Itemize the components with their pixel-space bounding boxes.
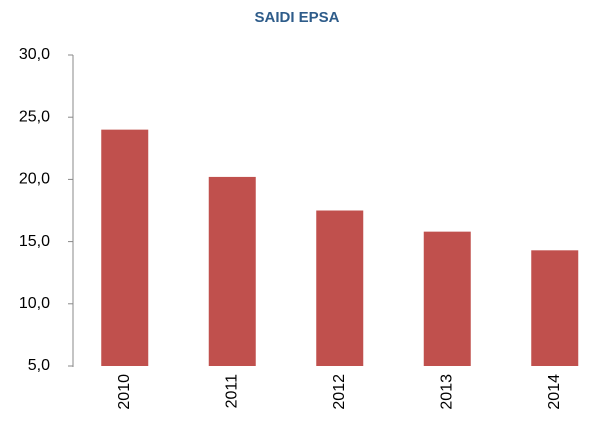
x-tick-label: 2014: [546, 374, 563, 410]
y-tick-label: 30,0: [19, 46, 50, 63]
x-tick-label: 2013: [438, 374, 455, 410]
x-tick-label: 2010: [116, 374, 133, 410]
bar: [101, 129, 149, 366]
y-tick-label: 5,0: [28, 357, 50, 374]
chart-title: SAIDI EPSA: [254, 9, 339, 26]
x-tick-label: 2012: [331, 374, 348, 410]
x-tick-label: 2011: [223, 374, 240, 409]
y-tick-label: 20,0: [19, 171, 50, 188]
bar: [208, 176, 256, 366]
bar: [531, 250, 579, 366]
y-tick-label: 15,0: [19, 233, 50, 250]
bar: [423, 231, 471, 366]
y-tick-label: 25,0: [19, 108, 50, 125]
bar: [316, 210, 364, 366]
y-tick-label: 10,0: [19, 295, 50, 312]
